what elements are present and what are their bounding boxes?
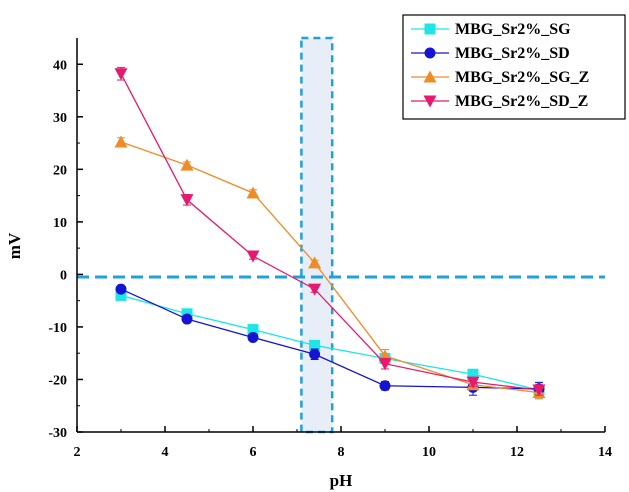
data-point bbox=[247, 324, 259, 336]
series-layer bbox=[114, 66, 546, 400]
y-tick-label: -10 bbox=[48, 321, 67, 336]
legend-item: MBG_Sr2%_SD bbox=[411, 45, 570, 62]
legend-item: MBG_Sr2%_SG_Z bbox=[411, 69, 589, 86]
data-point bbox=[309, 348, 321, 360]
data-point bbox=[308, 256, 322, 269]
legend-label: MBG_Sr2%_SD_Z bbox=[455, 93, 588, 110]
series-4 bbox=[114, 66, 546, 397]
axes-layer: 2 4 6 8 10 12 14 -30 -20 -10 0 10 20 30 40 bbox=[48, 38, 612, 460]
x-tick-label: 2 bbox=[74, 445, 81, 460]
y-tick-label: 30 bbox=[53, 111, 67, 126]
data-point bbox=[379, 380, 391, 392]
x-tick-label: 12 bbox=[510, 445, 524, 460]
y-tick-label: 0 bbox=[60, 268, 67, 283]
y-tick-label: 20 bbox=[53, 163, 67, 178]
ph-highlight-band bbox=[300, 36, 334, 434]
y-tick-label: 40 bbox=[53, 58, 67, 73]
legend-box bbox=[402, 14, 626, 120]
legend-label: MBG_Sr2%_SG bbox=[455, 21, 571, 38]
y-tick-label: 10 bbox=[53, 216, 67, 231]
data-point bbox=[114, 135, 128, 148]
data-point bbox=[115, 283, 127, 295]
legend-item: MBG_Sr2%_SG bbox=[411, 21, 571, 38]
data-point bbox=[115, 289, 127, 301]
data-point bbox=[246, 250, 260, 263]
data-point bbox=[467, 368, 479, 380]
data-point bbox=[532, 384, 546, 397]
x-tick-label: 10 bbox=[422, 445, 436, 460]
y-axis-title: mV bbox=[5, 232, 24, 259]
x-tick-label: 14 bbox=[598, 445, 612, 460]
legend-marker bbox=[423, 95, 437, 108]
data-point bbox=[309, 339, 321, 351]
x-axis-title: pH bbox=[330, 471, 353, 490]
data-point bbox=[114, 68, 128, 81]
legend-item: MBG_Sr2%_SD_Z bbox=[411, 93, 588, 110]
data-point bbox=[466, 376, 480, 389]
data-point bbox=[180, 194, 194, 207]
y-tick-label: -20 bbox=[48, 373, 67, 388]
legend-marker bbox=[424, 47, 436, 59]
data-point bbox=[246, 186, 260, 199]
data-point bbox=[308, 283, 322, 296]
x-tick-label: 8 bbox=[338, 445, 345, 460]
legend-label: MBG_Sr2%_SG_Z bbox=[455, 69, 589, 86]
x-tick-label: 4 bbox=[162, 445, 169, 460]
legend-marker bbox=[423, 70, 437, 83]
data-point bbox=[247, 331, 259, 343]
y-tick-label: -30 bbox=[48, 426, 67, 441]
data-point bbox=[378, 358, 392, 371]
legend: MBG_Sr2%_SG MBG_Sr2%_SD MBG_Sr2%_SG_Z MBG_S… bbox=[402, 14, 626, 120]
highlight-band-layer bbox=[300, 36, 334, 434]
data-point bbox=[180, 158, 194, 171]
legend-marker bbox=[424, 23, 436, 35]
legend-label: MBG_Sr2%_SD bbox=[455, 45, 570, 62]
x-tick-label: 6 bbox=[250, 445, 257, 460]
data-point bbox=[181, 313, 193, 325]
